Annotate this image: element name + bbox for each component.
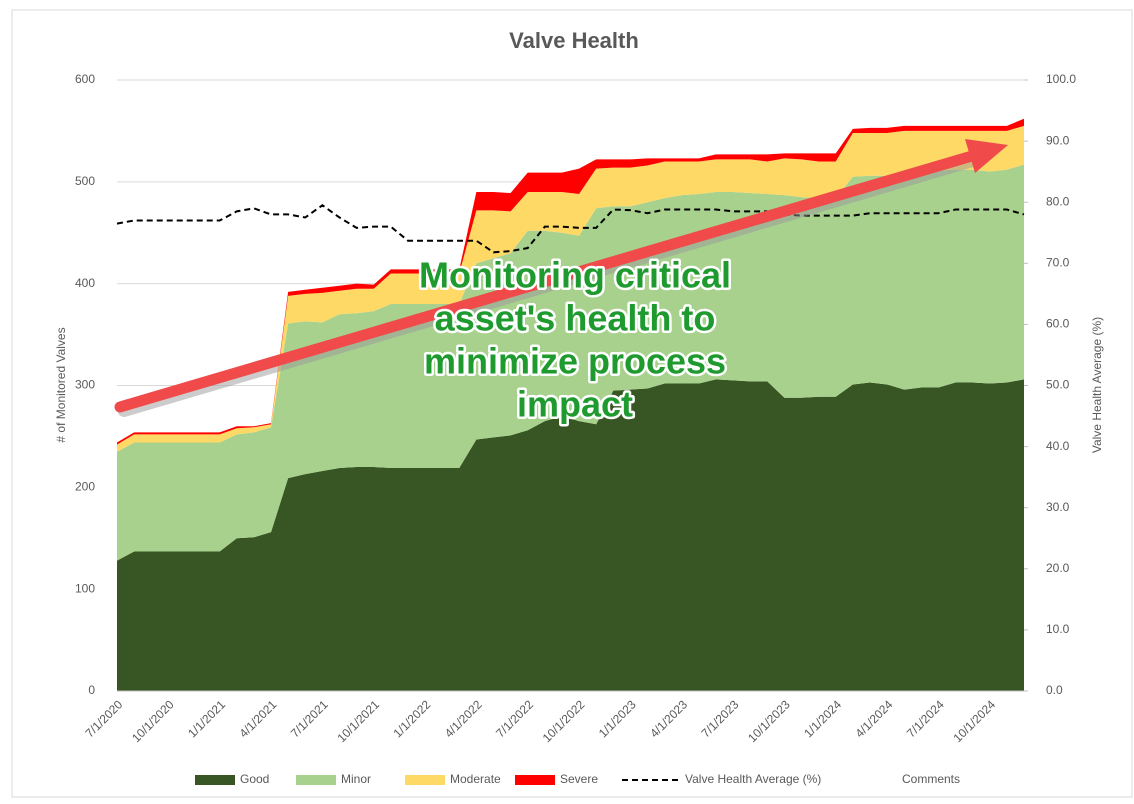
annotation-text: asset's health to (435, 298, 716, 339)
average-line (116, 204, 1025, 254)
legend-swatch (515, 775, 555, 785)
legend-label: Good (240, 772, 269, 786)
legend-label: Severe (560, 772, 598, 786)
area-minor (117, 164, 1024, 561)
y-tick-label: 0 (88, 683, 95, 697)
area-good (117, 379, 1024, 691)
y2-tick-label: 0.0 (1046, 683, 1063, 697)
y-tick-label: 600 (75, 72, 95, 86)
y-tick-label: 200 (75, 480, 95, 494)
annotation-text: minimize process (424, 341, 726, 382)
y2-tick-label: 30.0 (1046, 500, 1070, 514)
area-severe (117, 118, 1024, 445)
legend-swatch (195, 775, 235, 785)
plot-area (116, 79, 1028, 692)
y-tick-label: 400 (75, 276, 95, 290)
y2-tick-label: 50.0 (1046, 378, 1070, 392)
annotation-text: impact (517, 384, 633, 425)
y2-tick-label: 100.0 (1046, 72, 1076, 86)
y2-tick-label: 70.0 (1046, 255, 1070, 269)
y2-tick-label: 40.0 (1046, 439, 1070, 453)
arrow (114, 150, 978, 413)
chart-title: Valve Health (509, 28, 639, 53)
legend-swatch (405, 775, 445, 785)
annotation-text: Monitoring critical (419, 255, 731, 296)
y-tick-label: 300 (75, 378, 95, 392)
y2-tick-label: 90.0 (1046, 133, 1070, 147)
legend-label: Minor (341, 772, 371, 786)
legend-label: Valve Health Average (%) (685, 772, 821, 786)
y2-tick-label: 20.0 (1046, 561, 1070, 575)
legend-swatch (296, 775, 336, 785)
y2-axis-title: Valve Health Average (%) (1090, 317, 1104, 453)
area-moderate (117, 125, 1024, 452)
y2-tick-label: 60.0 (1046, 317, 1070, 331)
arrow-head (965, 139, 1008, 173)
y-axis-title: # of Monitored Valves (54, 327, 68, 442)
y2-tick-label: 80.0 (1046, 194, 1070, 208)
y2-tick-label: 10.0 (1046, 622, 1070, 636)
legend-label: Moderate (450, 772, 501, 786)
legend-label: Comments (902, 772, 960, 786)
y-tick-label: 100 (75, 581, 95, 595)
y-tick-label: 500 (75, 174, 95, 188)
